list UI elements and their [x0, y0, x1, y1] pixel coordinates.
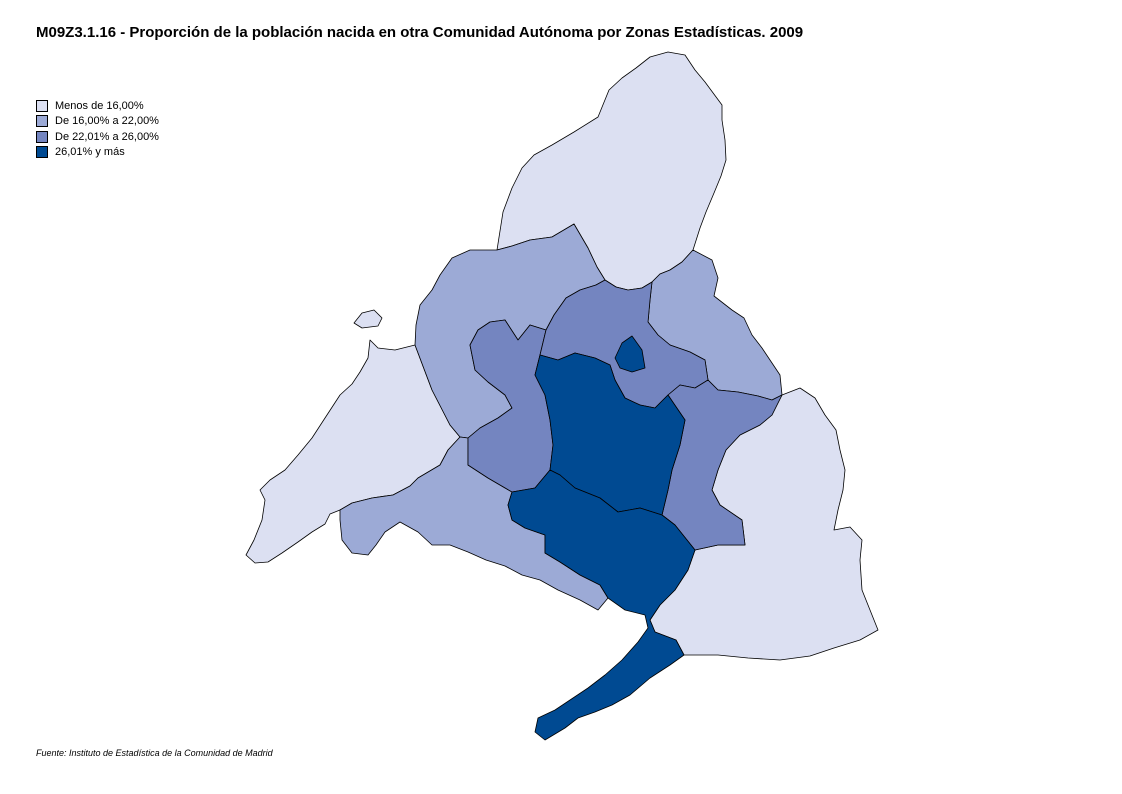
zone-sur-metropolitano[interactable]: [507, 469, 696, 741]
legend-swatch-class-0: [36, 99, 48, 112]
legend-swatch-class-2: [36, 130, 48, 143]
zone-madrid-municipio[interactable]: [534, 352, 686, 516]
legend-swatch-class-3: [36, 146, 48, 159]
legend-swatch-class-1: [36, 115, 48, 128]
zone-tres-cantos[interactable]: [614, 335, 646, 373]
map-title: M09Z3.1.16 - Proporción de la población …: [36, 24, 804, 41]
zone-sierra-norte-enclave[interactable]: [353, 309, 383, 329]
legend-item: De 22,01% a 26,00%: [36, 129, 159, 145]
legend: Menos de 16,00% De 16,00% a 22,00% De 22…: [36, 98, 159, 160]
legend-item: Menos de 16,00%: [36, 98, 159, 114]
legend-label: 26,01% y más: [55, 146, 125, 159]
legend-label: Menos de 16,00%: [55, 99, 144, 112]
legend-label: De 16,00% a 22,00%: [55, 115, 159, 128]
source-note: Fuente: Instituto de Estadística de la C…: [36, 748, 273, 758]
legend-item: De 16,00% a 22,00%: [36, 114, 159, 130]
legend-label: De 22,01% a 26,00%: [55, 130, 159, 143]
legend-item: 26,01% y más: [36, 145, 159, 161]
